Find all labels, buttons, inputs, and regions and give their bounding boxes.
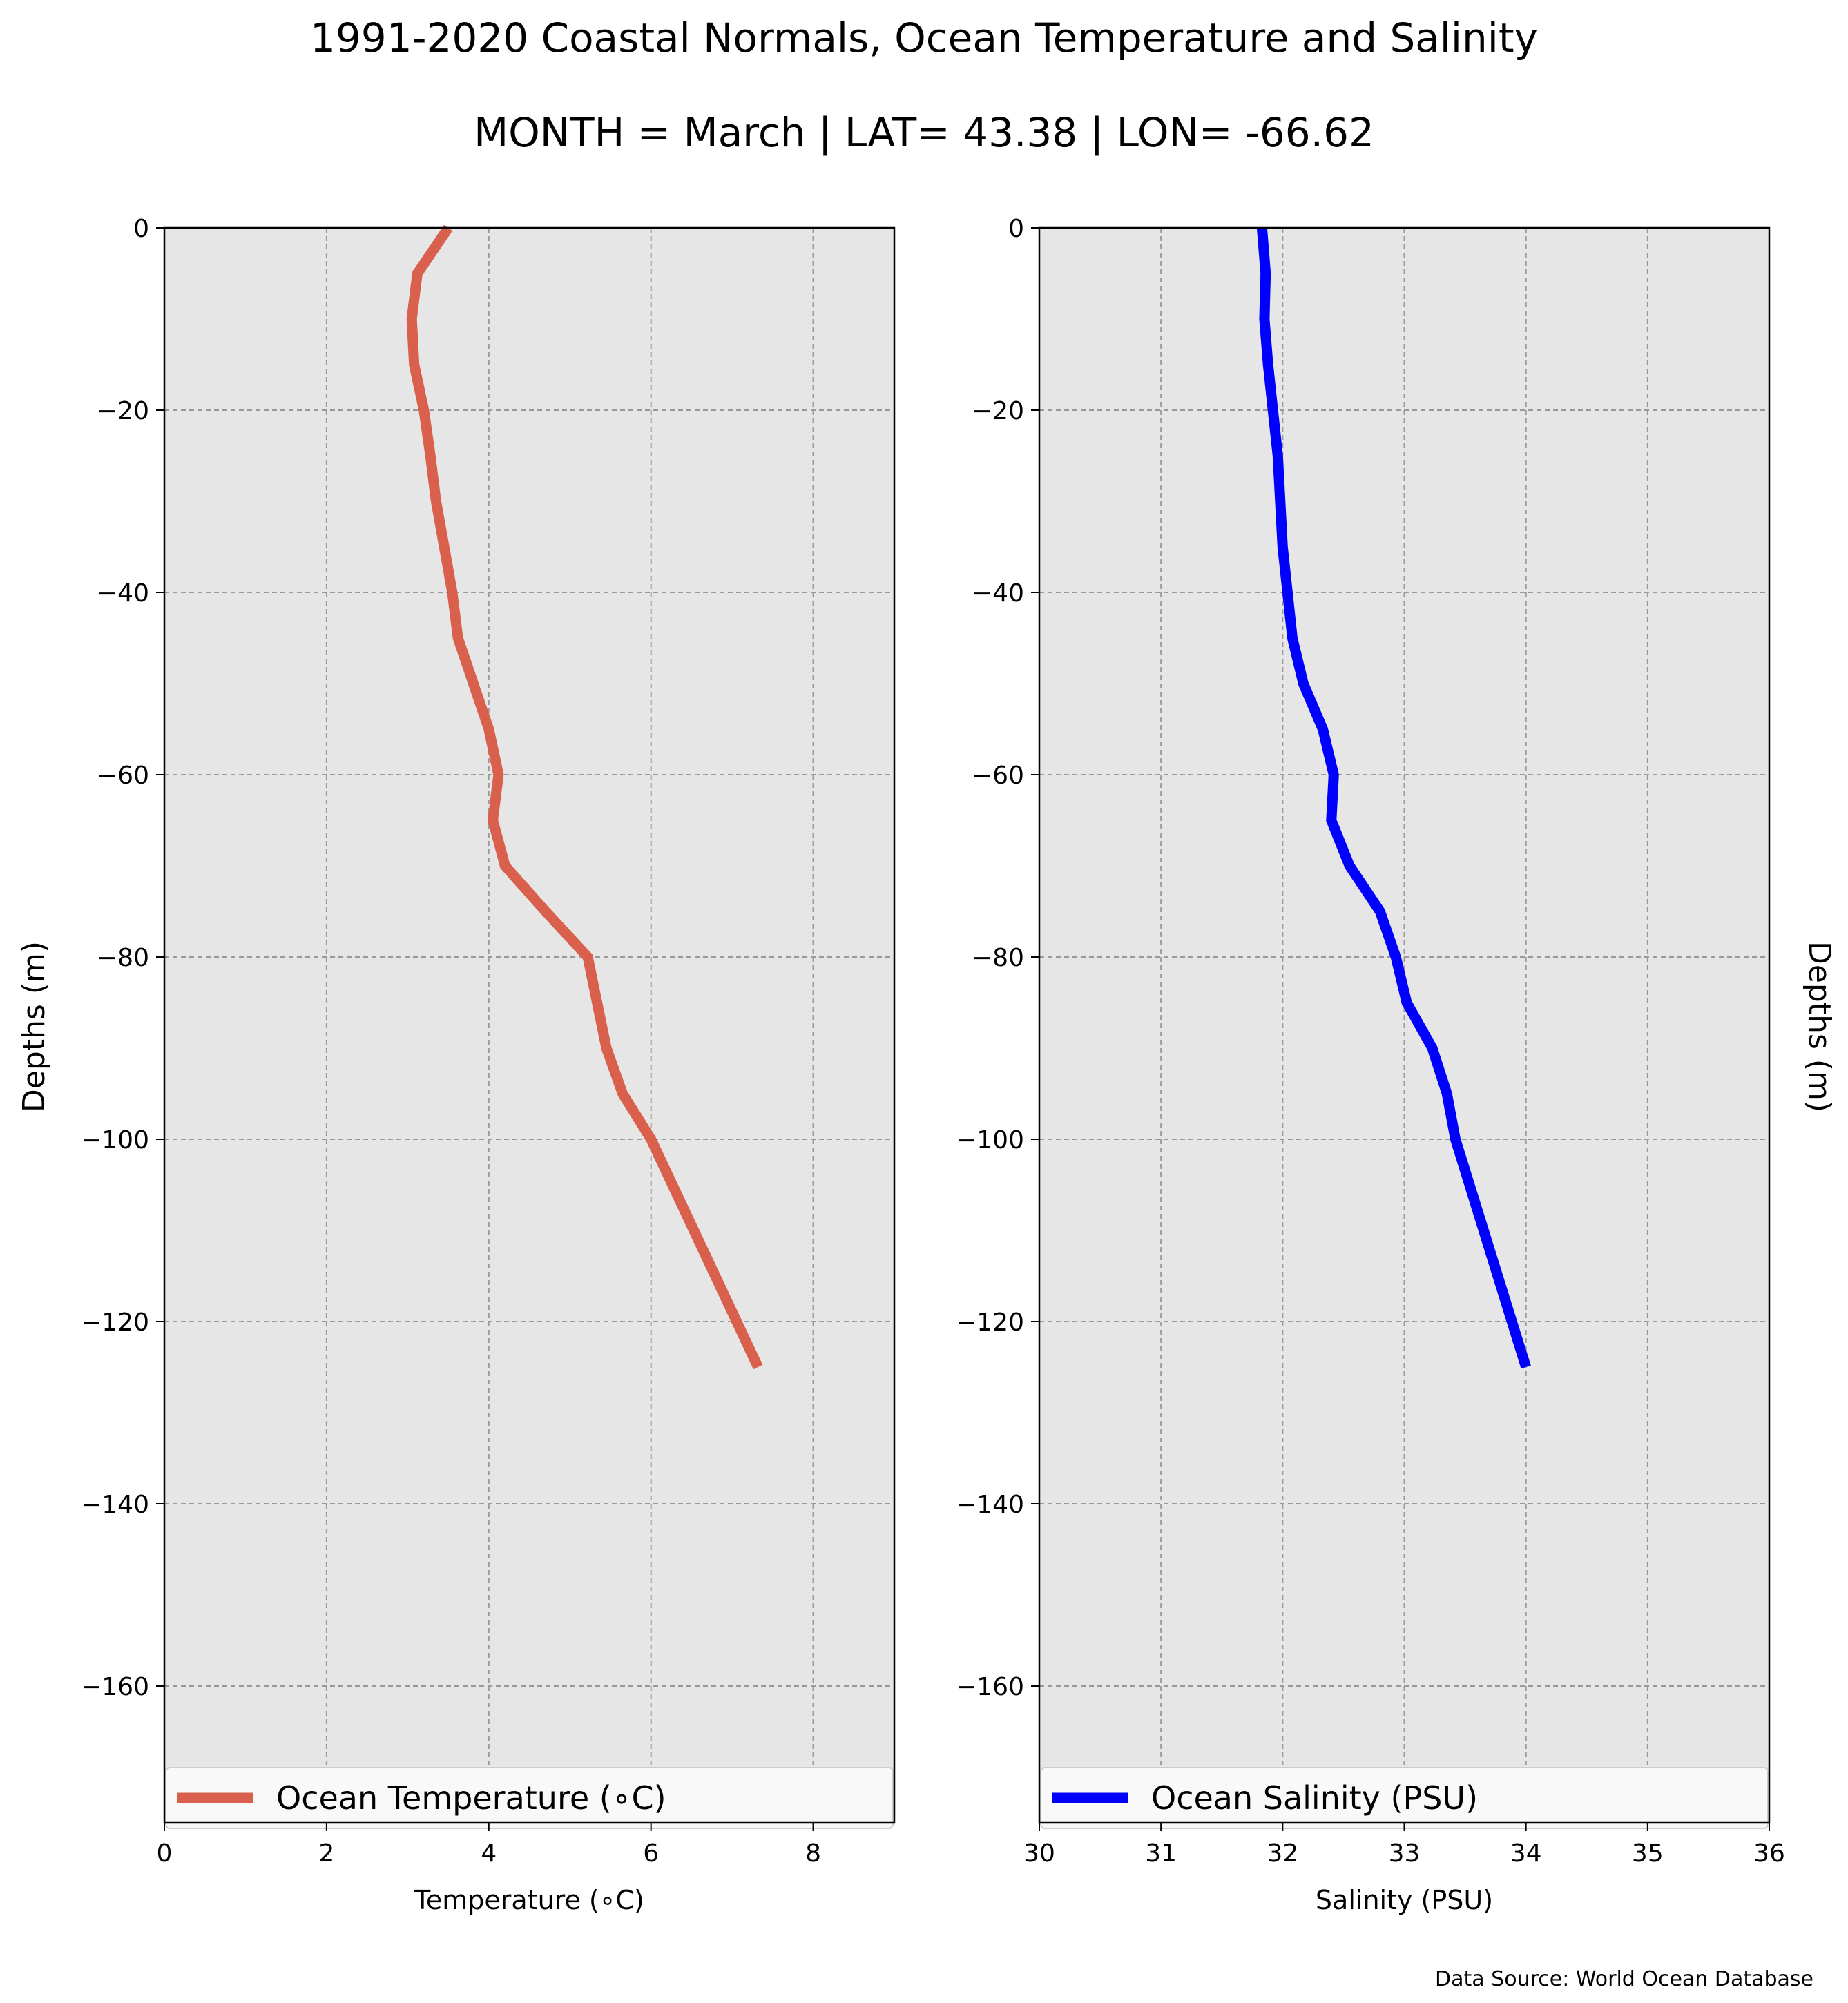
temperature-series-line [406,224,763,1370]
salinity-x-tick-label: 32 [1267,1839,1298,1868]
temperature-panel: Ocean Temperature (∘C) 0 2 4 6 8 0 −20 −40 −60 −80… [81,215,896,1915]
salinity-x-tick-label: 35 [1632,1839,1664,1868]
chart-title: 1991-2020 Coastal Normals, Ocean Tempera… [310,14,1538,61]
salinity-x-tick-label: 33 [1389,1839,1421,1868]
salinity-x-tick-label: 34 [1510,1839,1542,1868]
temperature-x-tick-label: 2 [318,1839,334,1868]
temperature-y-tick-label: 0 [133,215,149,243]
temperature-y-tick-label: −80 [97,944,149,972]
temperature-x-tick-label: 0 [157,1839,173,1868]
temperature-x-tick-label: 6 [643,1839,659,1868]
salinity-y-tick-label: −140 [956,1491,1024,1519]
temperature-y-tick-label: −100 [81,1126,149,1154]
temperature-y-tick-label: −160 [81,1673,149,1701]
salinity-y-tick-label: 0 [1008,215,1024,243]
salinity-y-tick-label: −80 [972,944,1024,972]
temperature-legend-box [165,1767,894,1829]
salinity-x-tick-label: 36 [1753,1839,1785,1868]
salinity-x-axis-label: Salinity (PSU) [1316,1885,1493,1915]
temperature-x-tick-label: 4 [481,1839,497,1868]
temperature-plot-area [164,228,894,1823]
data-source-note: Data Source: World Ocean Database [1435,1967,1813,1991]
salinity-y-tick-label: −120 [956,1308,1024,1337]
salinity-y-tick-label: −20 [972,397,1024,425]
salinity-y-tick-label: −60 [972,762,1024,790]
temperature-y-tick-label: −120 [81,1308,149,1337]
salinity-y-tick-label: −100 [956,1126,1024,1154]
salinity-x-tick-label: 31 [1145,1839,1177,1868]
salinity-series-line [1256,227,1531,1369]
temperature-y-tick-label: −140 [81,1491,149,1519]
salinity-y-tick-label: −160 [956,1673,1024,1701]
temperature-y-tick-label: −20 [97,397,149,425]
salinity-y-tick-label: −40 [972,579,1024,608]
temperature-x-axis-label: Temperature (∘C) [414,1885,644,1915]
temperature-axes-frame [163,226,896,1824]
chart-subtitle: MONTH = March | LAT= 43.38 | LON= -66.62 [474,109,1374,156]
salinity-legend-label: Ocean Salinity (PSU) [1151,1779,1478,1817]
right-y-axis-label: Depths (m) [1802,941,1837,1112]
temperature-y-tick-label: −60 [97,762,149,790]
left-y-axis-label: Depths (m) [17,941,52,1112]
temperature-legend-label: Ocean Temperature (∘C) [276,1779,666,1817]
temperature-y-tick-label: −40 [97,579,149,608]
temperature-x-tick-label: 8 [805,1839,821,1868]
salinity-x-tick-label: 30 [1023,1839,1055,1868]
salinity-panel: Ocean Salinity (PSU) 30 31 32 33 34 35 36 0 −20 −4… [956,215,1785,1915]
